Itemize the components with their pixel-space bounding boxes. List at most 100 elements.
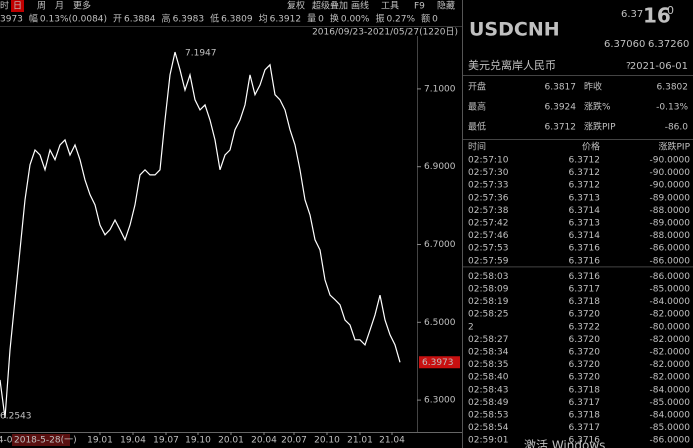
quote-value: 0	[318, 15, 324, 25]
tick-cell: 02:58:40	[468, 373, 509, 383]
y-tick-label: 6.7000	[424, 240, 456, 250]
tick-cell: 6.3716	[569, 256, 601, 266]
tick-cell: 02:58:25	[468, 310, 508, 320]
tick-cell: 02:57:30	[468, 168, 509, 178]
period-button[interactable]: 更多	[73, 0, 91, 12]
period-active	[11, 0, 24, 12]
tick-cell: 2	[468, 322, 474, 332]
price-main: 6.37	[621, 9, 643, 20]
tick-cell: -86.0000	[650, 272, 691, 282]
quote-value: 6.3983	[173, 15, 205, 25]
quote-value: 0.13%(0.0084)	[40, 15, 107, 25]
instrument-name: 美元兑离岸人民币	[468, 58, 556, 72]
help-icon[interactable]: ?	[626, 62, 631, 72]
quote-label: 均	[259, 13, 268, 25]
tick-cell: -82.0000	[650, 360, 691, 370]
period-button[interactable]: 日	[13, 1, 22, 12]
quote-label: 量	[307, 14, 316, 25]
quote-label: 振	[375, 13, 384, 25]
quote-value: 3973	[0, 15, 23, 25]
tick-cell: 6.3717	[569, 285, 601, 295]
x-tick-label: 19.10	[185, 436, 211, 446]
price-big: 16	[643, 4, 671, 28]
tick-cell: 02:57:10	[468, 156, 509, 166]
tick-cell: 6.3718	[569, 385, 601, 395]
period-button[interactable]: 月	[55, 1, 64, 12]
tick-cell: 6.3718	[569, 411, 601, 421]
tick-cell: 6.3713	[569, 193, 601, 203]
x-start-label: 04-08	[0, 436, 18, 446]
watermark: 激活 Windows	[524, 439, 605, 448]
bid: 6.37060	[604, 39, 645, 50]
stat-value: -0.13%	[656, 103, 688, 113]
ticks-header: 时间	[468, 141, 486, 153]
min-label: 6.2543	[0, 411, 32, 421]
tick-cell: -80.0000	[650, 322, 691, 332]
stat-label: 开盘	[468, 81, 486, 93]
tick-cell: -82.0000	[650, 348, 691, 358]
quote-value: 0	[432, 15, 438, 25]
tick-cell: 6.3716	[569, 244, 601, 254]
tick-cell: -84.0000	[650, 297, 691, 307]
tick-cell: 02:57:36	[468, 193, 509, 203]
tick-cell: -82.0000	[650, 373, 691, 383]
tick-cell: -89.0000	[650, 193, 691, 203]
quote-value: 6.3912	[270, 15, 302, 25]
tick-cell: 02:58:35	[468, 360, 508, 370]
quote-value: 6.3809	[221, 15, 253, 25]
tick-cell: 02:59:01	[468, 436, 508, 446]
last-price-label: 6.3973	[422, 358, 454, 368]
tick-cell: -89.0000	[650, 219, 691, 229]
price-sup: 0	[667, 4, 674, 17]
tick-cell: 6.3716	[569, 436, 601, 446]
tick-cell: 6.3718	[569, 297, 601, 307]
x-tick-label: 20.01	[218, 436, 244, 446]
tool-button[interactable]: 超级叠加	[312, 0, 348, 12]
tick-cell: 02:58:54	[468, 423, 509, 433]
tick-cell: -88.0000	[650, 231, 691, 241]
quote-label: 低	[210, 13, 219, 25]
tick-cell: 02:58:43	[468, 385, 508, 395]
tick-cell: 02:57:38	[468, 206, 509, 216]
y-tick-label: 6.3000	[424, 396, 456, 406]
tick-cell: 6.3720	[569, 360, 601, 370]
tool-button[interactable]: 工具	[381, 1, 399, 12]
ask: 6.37260	[648, 39, 689, 50]
tick-cell: -90.0000	[650, 156, 691, 166]
stat-value: 6.3817	[545, 83, 577, 93]
stat-value: 6.3924	[545, 103, 577, 113]
stat-value: -86.0	[665, 123, 689, 133]
stat-value: 6.3802	[657, 83, 689, 93]
x-tick-label: 21.04	[379, 436, 405, 446]
tool-button[interactable]: 复权	[287, 0, 305, 12]
period-button[interactable]: 时	[0, 0, 9, 12]
tick-cell: 02:57:46	[468, 231, 509, 241]
cursor-label: 2018-5-28(一)	[14, 436, 77, 446]
stat-label: 最高	[468, 101, 486, 113]
ticks-header: 价格	[582, 141, 600, 153]
tick-cell: -82.0000	[650, 310, 691, 320]
tick-cell: 02:57:53	[468, 244, 508, 254]
tick-cell: 02:57:33	[468, 181, 508, 191]
quote-value: 6.3884	[124, 15, 156, 25]
quote-date: 2021-06-01	[630, 61, 688, 72]
y-tick-label: 6.9000	[424, 162, 456, 172]
tool-button[interactable]: 画线	[351, 0, 369, 12]
tick-cell: 6.3713	[569, 219, 601, 229]
period-button[interactable]: 周	[37, 1, 46, 12]
tick-cell: -86.0000	[650, 244, 691, 254]
tick-cell: -85.0000	[650, 398, 691, 408]
x-tick-label: 19.04	[120, 436, 146, 446]
tick-cell: -85.0000	[650, 423, 691, 433]
tick-cell: 02:58:09	[468, 285, 509, 295]
stat-value: 6.3712	[545, 123, 577, 133]
tick-cell: 02:58:53	[468, 411, 508, 421]
tick-cell: 6.3714	[569, 206, 601, 216]
tick-cell: 6.3714	[569, 231, 601, 241]
tool-button[interactable]: 隐藏	[437, 0, 455, 12]
tick-cell: 6.3720	[569, 310, 601, 320]
tool-button[interactable]: F9	[414, 2, 425, 12]
max-label: 7.1947	[185, 49, 217, 59]
